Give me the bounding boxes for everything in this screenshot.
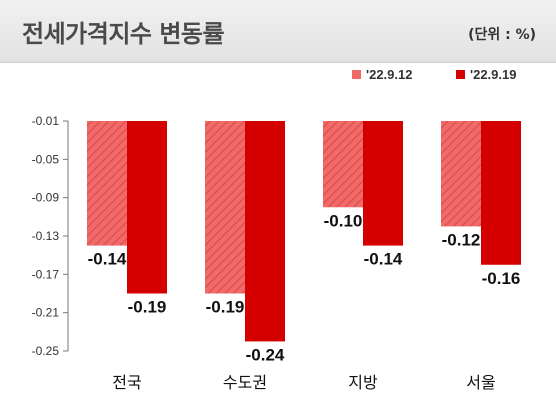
y-tick-label: -0.13 (32, 229, 60, 243)
bar-series2 (245, 121, 285, 342)
bar-series1 (441, 121, 481, 227)
y-tick-label: -0.01 (32, 114, 60, 128)
category-label: 서울 (466, 373, 495, 392)
y-tick-label: -0.25 (32, 344, 60, 358)
legend-swatch (456, 70, 465, 79)
data-label: -0.24 (246, 345, 285, 364)
category-label: 전국 (112, 373, 141, 392)
title-bar: 전세가격지수 변동률 (단위 : %) (0, 0, 556, 63)
y-axis: -0.01 -0.05 -0.09 -0.13 -0.17 -0.21 -0.25 (32, 114, 69, 358)
y-tick-label: -0.17 (32, 267, 60, 281)
bars: -0.14 -0.19 전국 -0.19 -0.24 수도권 -0.10 -0.14 지방 -0.… (87, 121, 521, 392)
bar-series1 (205, 121, 245, 294)
chart-title: 전세가격지수 변동률 (22, 20, 225, 48)
legend: '22.9.12 '22.9.19 (352, 67, 516, 82)
data-label: -0.14 (88, 250, 127, 269)
y-tick-label: -0.09 (32, 191, 60, 205)
legend-label: '22.9.12 (366, 67, 412, 82)
bar-series1 (323, 121, 363, 208)
unit-label: (단위 : %) (468, 27, 536, 43)
data-label: -0.16 (482, 269, 521, 288)
legend-swatch (352, 70, 361, 79)
legend-label: '22.9.19 (470, 67, 516, 82)
data-label: -0.12 (442, 230, 481, 249)
data-label: -0.14 (364, 250, 403, 269)
data-label: -0.19 (128, 298, 167, 317)
data-label: -0.10 (324, 211, 363, 230)
bar-series2 (481, 121, 521, 265)
category-label: 수도권 (223, 373, 267, 392)
y-tick-label: -0.05 (32, 152, 60, 166)
bar-series2 (127, 121, 167, 294)
bar-series2 (363, 121, 403, 246)
bar-series1 (87, 121, 127, 246)
data-label: -0.19 (206, 298, 245, 317)
category-label: 지방 (348, 373, 378, 392)
y-tick-label: -0.21 (32, 306, 60, 320)
